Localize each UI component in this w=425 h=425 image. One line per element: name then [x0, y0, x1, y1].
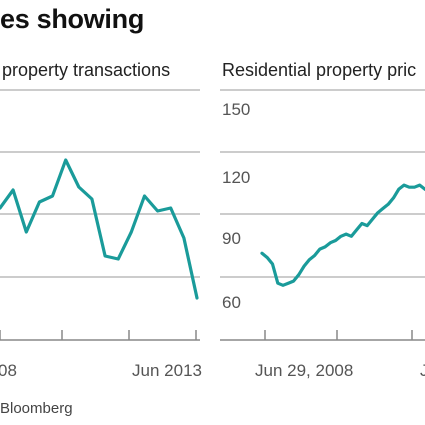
chart-1-title: property transactions — [2, 60, 170, 80]
chart-headline: es showing — [0, 4, 145, 34]
chart-2-y-tick-label-1: 120 — [222, 168, 250, 187]
chart-2-y-tick-label-3: 60 — [222, 293, 241, 312]
chart-1-x-tick-label-0: 08 — [0, 361, 17, 380]
chart-2-x-tick-label-1: J — [420, 361, 425, 380]
chart-2-x-tick-label-0: Jun 29, 2008 — [255, 361, 353, 380]
chart-1-series-line — [0, 158, 199, 300]
chart-2-y-tick-label-2: 90 — [222, 229, 241, 248]
chart-2-title: Residential property pric — [222, 60, 416, 80]
chart-2-y-tick-label-0: 150 — [222, 100, 250, 119]
chart-2-series-line — [260, 183, 425, 287]
chart-1-x-tick-label-1: Jun 2013 — [132, 361, 202, 380]
source-note: Bloomberg — [0, 400, 73, 417]
